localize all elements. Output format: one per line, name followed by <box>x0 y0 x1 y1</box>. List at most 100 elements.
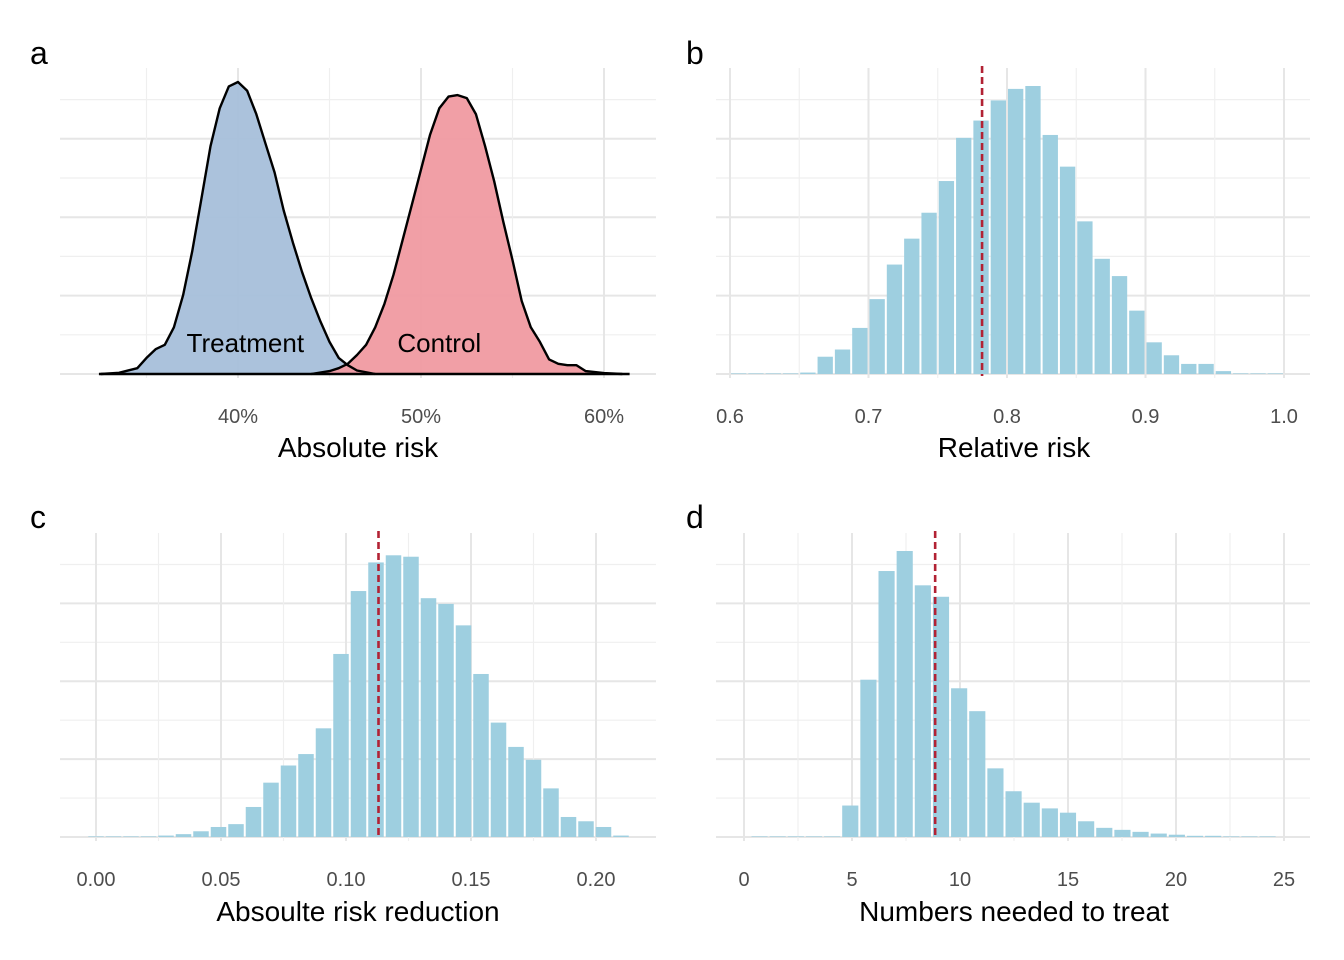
histogram-bar <box>1250 373 1266 374</box>
x-tick-label: 20 <box>1165 869 1187 891</box>
histogram-bar <box>869 299 885 374</box>
panel-d: d 0 5 10 15 20 25 Numbers needed to treat <box>686 499 1310 927</box>
histogram-bar <box>1150 833 1167 837</box>
histogram-bar <box>1163 355 1180 374</box>
x-tick-label: 0.10 <box>327 869 366 891</box>
x-tick-label: 50% <box>401 406 441 428</box>
histogram-bar <box>438 603 454 837</box>
histogram-bar <box>1181 363 1197 374</box>
histogram-bar <box>731 373 747 374</box>
histogram-bar <box>951 688 968 837</box>
histogram-bar <box>769 836 786 837</box>
x-tick-label: 0.05 <box>202 869 241 891</box>
histogram-bar <box>473 673 489 837</box>
histogram-bar <box>852 327 868 374</box>
density-area-treatment <box>100 82 376 374</box>
histogram-bar <box>1042 134 1058 374</box>
x-tick-label: 0.8 <box>993 406 1021 428</box>
histogram-bar <box>105 836 122 837</box>
histogram-bar <box>350 591 367 837</box>
histogram-bar <box>298 754 314 837</box>
histogram-bar <box>403 556 419 837</box>
histogram-bar <box>158 835 174 837</box>
density-area-control <box>311 95 623 374</box>
panel-a-ticks: 40% 50% 60% <box>218 406 624 428</box>
panel-c: c 0.00 0.05 0.10 0.15 0.20 Absoulte risk red… <box>30 499 656 927</box>
panel-b-ticks: 0.6 0.7 0.8 0.9 1.0 <box>716 406 1298 428</box>
density-line-treatment <box>100 80 376 376</box>
x-tick-label: 0.9 <box>1132 406 1160 428</box>
histogram-bar <box>315 728 332 837</box>
histogram-bar <box>878 571 895 837</box>
x-tick-label: 0.00 <box>77 869 116 891</box>
histogram-bar <box>1059 812 1077 837</box>
histogram-bar <box>1215 371 1232 374</box>
histogram-bar <box>896 551 913 837</box>
panel-c-marks <box>88 531 629 839</box>
histogram-bar <box>824 836 841 837</box>
histogram-bar <box>88 836 104 837</box>
histogram-bar <box>1186 835 1204 837</box>
histogram-bar <box>263 782 279 837</box>
histogram-bar <box>1267 373 1283 374</box>
histogram-bar <box>987 768 1004 837</box>
x-tick-label: 0.7 <box>855 406 883 428</box>
histogram-bar <box>842 805 859 837</box>
histogram-bar <box>578 821 594 837</box>
histogram-bar <box>193 831 209 837</box>
histogram-bar <box>800 372 816 374</box>
panel-d-marks <box>751 531 1276 839</box>
histogram-bar <box>1025 86 1041 374</box>
histogram-bar <box>613 835 629 837</box>
histogram-bar <box>140 836 157 837</box>
histogram-bar <box>886 264 903 374</box>
histogram-bar <box>834 349 851 374</box>
panel-letter-b: b <box>686 35 704 71</box>
histogram-bar <box>1205 835 1222 837</box>
x-tick-label: 15 <box>1057 869 1079 891</box>
panel-a-marks <box>98 80 630 376</box>
histogram-bar <box>1132 831 1149 837</box>
histogram-bar <box>1111 276 1128 374</box>
histogram-bar <box>1233 373 1249 374</box>
x-tick-label: 0.6 <box>716 406 744 428</box>
histogram-bar <box>748 373 764 374</box>
histogram-bar <box>1241 836 1258 837</box>
panel-c-ticks: 0.00 0.05 0.10 0.15 0.20 <box>77 869 616 891</box>
histogram-bar <box>490 722 507 837</box>
histogram-bar <box>932 596 950 837</box>
histogram-bar <box>1146 342 1162 374</box>
histogram-bar <box>560 816 577 837</box>
histogram-bar <box>1041 808 1058 837</box>
histogram-bar <box>805 836 823 837</box>
x-axis-label-d: Numbers needed to treat <box>859 896 1169 927</box>
histogram-bar <box>765 373 781 374</box>
histogram-bar <box>228 824 244 837</box>
histogram-bar <box>921 212 937 374</box>
histogram-bar <box>1005 791 1022 837</box>
panel-a: a 40% 50% 60% Treatment Control Absolute r… <box>30 35 656 463</box>
annotation-control: Control <box>397 328 481 358</box>
histogram-bar <box>751 836 768 837</box>
histogram-bar <box>455 625 472 837</box>
histogram-bar <box>956 137 972 374</box>
x-axis-label-c: Absoulte risk reduction <box>216 896 499 927</box>
x-tick-label: 10 <box>949 869 971 891</box>
panel-letter-a: a <box>30 35 48 71</box>
histogram-bar <box>368 562 384 837</box>
density-line-control <box>311 93 623 376</box>
x-axis-label-b: Relative risk <box>938 432 1091 463</box>
x-tick-label: 0.20 <box>577 869 616 891</box>
histogram-bar <box>990 100 1006 375</box>
histogram-bar <box>1259 836 1276 837</box>
histogram-bar <box>1223 836 1240 837</box>
histogram-bar <box>1094 258 1110 374</box>
x-tick-label: 60% <box>584 406 624 428</box>
histogram-bar <box>175 834 192 837</box>
histogram-bar <box>1129 310 1145 374</box>
panel-b-marks <box>731 66 1283 376</box>
histogram-bar <box>787 836 804 837</box>
histogram-bar <box>1096 827 1113 837</box>
histogram-bar <box>333 653 349 837</box>
histogram-bar <box>782 373 799 374</box>
